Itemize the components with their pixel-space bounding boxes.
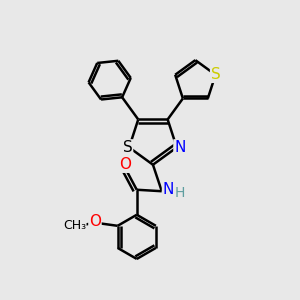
Text: O: O: [119, 157, 131, 172]
Text: S: S: [211, 67, 220, 82]
Text: N: N: [174, 140, 185, 155]
Text: CH₃: CH₃: [63, 219, 86, 232]
Text: O: O: [89, 214, 101, 229]
Text: H: H: [175, 186, 185, 200]
Text: N: N: [163, 182, 174, 197]
Text: S: S: [123, 140, 133, 155]
